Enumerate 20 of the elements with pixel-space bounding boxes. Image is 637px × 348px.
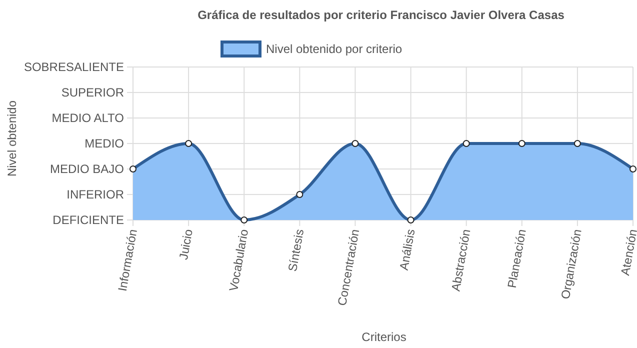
x-tick-label: Vocabulario (226, 228, 252, 292)
x-tick-label: Información (115, 228, 140, 292)
chart-title: Gráfica de resultados por criterio Francisco Javier Olvera Casas (198, 8, 565, 22)
x-tick-label: Análisis (396, 228, 418, 272)
text: SOBRESALIENTE (24, 60, 124, 74)
x-axis-title: Criterios (362, 330, 406, 344)
x-tick-label: Abstracción (448, 228, 474, 292)
text: Nivel obtenido (5, 100, 19, 177)
text: INFERIOR (66, 188, 124, 202)
text: MEDIO ALTO (52, 111, 124, 126)
x-tick-label: Planeación (504, 228, 529, 290)
legend-label: Nivel obtenido por criterio (266, 42, 402, 56)
text: DEFICIENTE (52, 213, 124, 228)
text: SUPERIOR (61, 86, 124, 100)
text: MEDIO BAJO (50, 162, 124, 176)
text: MEDIO (84, 136, 124, 151)
x-tick-label: Organización (558, 228, 584, 300)
x-tick-label: Síntesis (285, 228, 307, 273)
x-tick-label: Atención (618, 228, 637, 277)
x-tick-label: Juicio (176, 228, 196, 261)
